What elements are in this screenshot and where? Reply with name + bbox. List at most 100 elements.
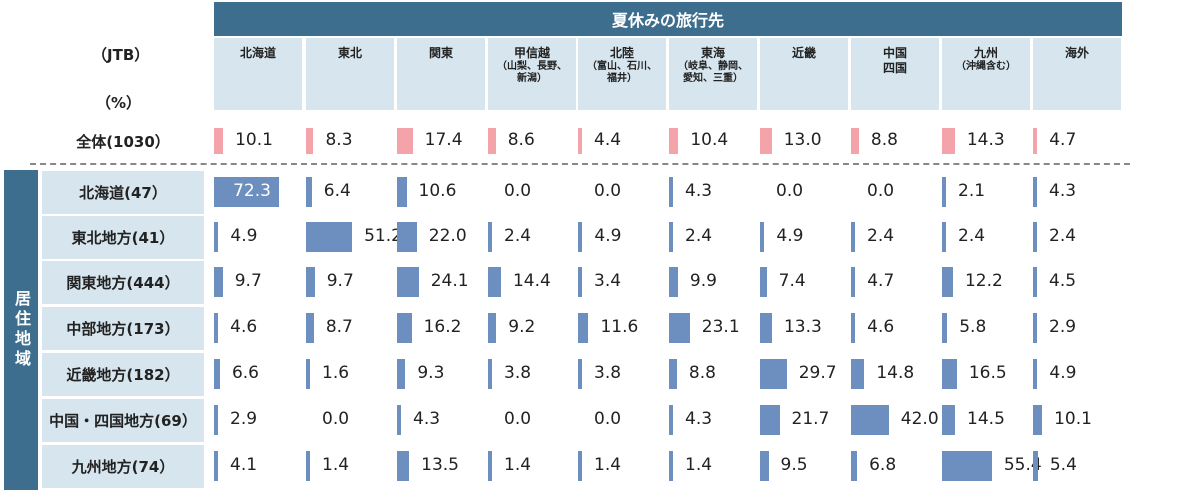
value-label: 8.3 xyxy=(325,130,353,150)
row-bar xyxy=(1033,451,1038,481)
row-bar xyxy=(578,451,582,481)
value-label: 4.3 xyxy=(685,409,713,429)
row-bar xyxy=(942,405,956,435)
row-bar xyxy=(851,451,858,481)
value-label: 3.8 xyxy=(504,363,532,383)
value-label: 5.4 xyxy=(1049,455,1077,475)
value-label: 42.0 xyxy=(900,409,939,429)
row-bar xyxy=(306,177,312,207)
row-bar xyxy=(397,359,406,389)
column-header-name: 北陸 xyxy=(609,46,634,60)
row-bar xyxy=(760,405,780,435)
column-header-4: 甲信越 （山梨、長野、新潟） xyxy=(488,38,576,110)
row-bar xyxy=(1033,313,1037,343)
value-label: 14.4 xyxy=(512,271,551,291)
row-bar xyxy=(669,359,677,389)
value-label: 24.1 xyxy=(430,271,469,291)
value-label: 14.3 xyxy=(966,130,1005,150)
column-header-sub: （岐阜、静岡、愛知、三重） xyxy=(678,61,748,84)
column-separator xyxy=(758,38,759,110)
value-label: 9.5 xyxy=(780,455,808,475)
value-label: 6.6 xyxy=(231,363,259,383)
value-label: 10.6 xyxy=(418,181,457,201)
row-bar xyxy=(760,451,769,481)
value-label: 14.5 xyxy=(967,409,1005,429)
column-header-7: 近畿 xyxy=(760,38,848,110)
value-label: 6.4 xyxy=(323,181,351,201)
row-label: 九州地方(74） xyxy=(42,445,204,488)
row-bar xyxy=(214,359,220,389)
total-bar xyxy=(306,128,314,154)
column-header-name: 東北 xyxy=(337,46,362,60)
column-header-2: 東北 xyxy=(306,38,394,110)
total-bar xyxy=(1033,128,1038,154)
value-label: 11.6 xyxy=(600,317,639,337)
value-label: 4.6 xyxy=(230,317,258,337)
value-label: 10.4 xyxy=(690,130,729,150)
column-header-6: 東海 （岐阜、静岡、愛知、三重） xyxy=(669,38,757,110)
row-bar xyxy=(851,267,856,297)
value-label: 0.0 xyxy=(594,181,622,201)
value-label: 16.5 xyxy=(968,363,1007,383)
column-header-1: 北海道 xyxy=(214,38,302,110)
value-label: 1.4 xyxy=(504,455,532,475)
row-bar xyxy=(306,451,310,481)
value-label: 51.2 xyxy=(364,226,402,246)
value-label: 72.3 xyxy=(233,181,271,201)
column-header-3: 関東 xyxy=(397,38,485,110)
row-bar xyxy=(397,267,419,297)
column-header-sub: （沖縄含む） xyxy=(956,61,1016,72)
row-bar xyxy=(578,359,582,389)
row-bar xyxy=(214,177,280,207)
row-bar xyxy=(488,222,492,252)
value-label: 0.0 xyxy=(504,181,532,201)
value-label: 0.0 xyxy=(594,409,622,429)
row-bar xyxy=(669,451,673,481)
row-bar xyxy=(1033,359,1038,389)
row-bar xyxy=(669,177,673,207)
value-label: 4.5 xyxy=(1049,271,1077,291)
value-label: 2.4 xyxy=(685,226,713,246)
row-bar xyxy=(669,405,673,435)
column-header-name: 甲信越 xyxy=(513,46,550,60)
total-bar xyxy=(760,128,772,154)
value-label: 3.8 xyxy=(594,363,622,383)
row-bar xyxy=(397,222,417,252)
total-bar xyxy=(669,128,679,154)
row-bar xyxy=(397,451,410,481)
row-bar xyxy=(397,177,407,207)
row-label: 近畿地方(182） xyxy=(42,353,204,396)
column-header-name: 海外 xyxy=(1064,46,1089,60)
column-header-name: 近畿 xyxy=(791,46,816,60)
row-bar xyxy=(397,405,401,435)
value-label: 1.6 xyxy=(322,363,350,383)
row-bar xyxy=(214,267,223,297)
row-bar xyxy=(669,267,678,297)
row-bar xyxy=(306,313,314,343)
row-bar xyxy=(760,359,787,389)
value-label: 2.4 xyxy=(1049,226,1077,246)
value-label: 4.9 xyxy=(230,226,258,246)
row-bar xyxy=(760,313,772,343)
value-label: 0.0 xyxy=(322,409,350,429)
value-label: 2.1 xyxy=(958,181,986,201)
header-group-title: 夏休みの旅行先 xyxy=(214,2,1122,36)
row-bar xyxy=(306,222,353,252)
value-label: 14.8 xyxy=(876,363,915,383)
value-label: 16.2 xyxy=(423,317,462,337)
value-label: 1.4 xyxy=(322,455,350,475)
value-label: 9.7 xyxy=(326,271,354,291)
value-label: 9.7 xyxy=(234,271,262,291)
value-label: 4.3 xyxy=(685,181,713,201)
row-bar xyxy=(669,313,690,343)
column-header-5: 北陸 （富山、石川、福井） xyxy=(578,38,666,110)
value-label: 6.8 xyxy=(869,455,897,475)
value-label: 8.8 xyxy=(688,363,716,383)
row-bar xyxy=(397,313,412,343)
row-bar xyxy=(1033,222,1037,252)
row-bar xyxy=(488,359,492,389)
row-bar xyxy=(578,267,582,297)
value-label: 8.8 xyxy=(870,130,898,150)
value-label: 4.9 xyxy=(594,226,622,246)
row-bar xyxy=(942,177,946,207)
